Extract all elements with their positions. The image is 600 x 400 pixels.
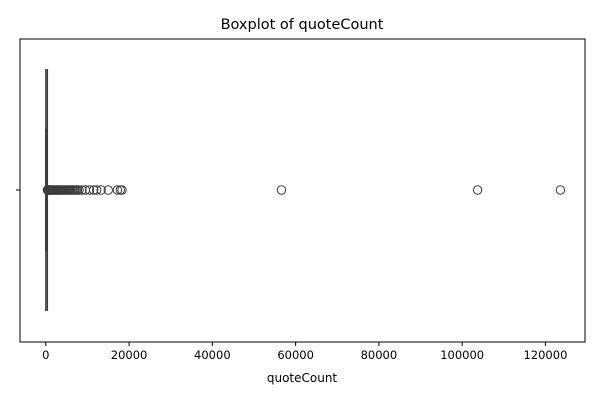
x-axis-label: quoteCount [267, 371, 338, 385]
x-tick-label: 100000 [440, 348, 484, 362]
outlier-point [96, 185, 106, 195]
x-tick-label: 40000 [194, 348, 231, 362]
outlier-point [276, 185, 287, 195]
outlier-point [555, 185, 566, 195]
outlier-point [112, 185, 123, 195]
outlier-point [472, 185, 483, 195]
chart-title: Boxplot of quoteCount [221, 17, 384, 33]
x-tick-label: 120000 [523, 348, 567, 362]
outlier-point [91, 185, 102, 195]
outliers [42, 185, 566, 195]
outlier-point [103, 185, 113, 195]
x-tick-label: 20000 [111, 348, 148, 362]
outlier-point [77, 185, 87, 195]
outlier-point [74, 185, 84, 195]
plot-area: 0 20000 40000 60000 80000 100000 120000 [16, 38, 586, 362]
box [45, 69, 49, 311]
outlier-point [117, 185, 127, 195]
x-axis-ticks: 0 20000 40000 60000 80000 100000 120000 [42, 342, 567, 362]
outlier-point [84, 185, 95, 195]
x-tick-label: 60000 [277, 348, 314, 362]
x-tick-label: 80000 [361, 348, 398, 362]
x-tick-label: 0 [42, 348, 49, 362]
outlier-point [88, 185, 99, 195]
